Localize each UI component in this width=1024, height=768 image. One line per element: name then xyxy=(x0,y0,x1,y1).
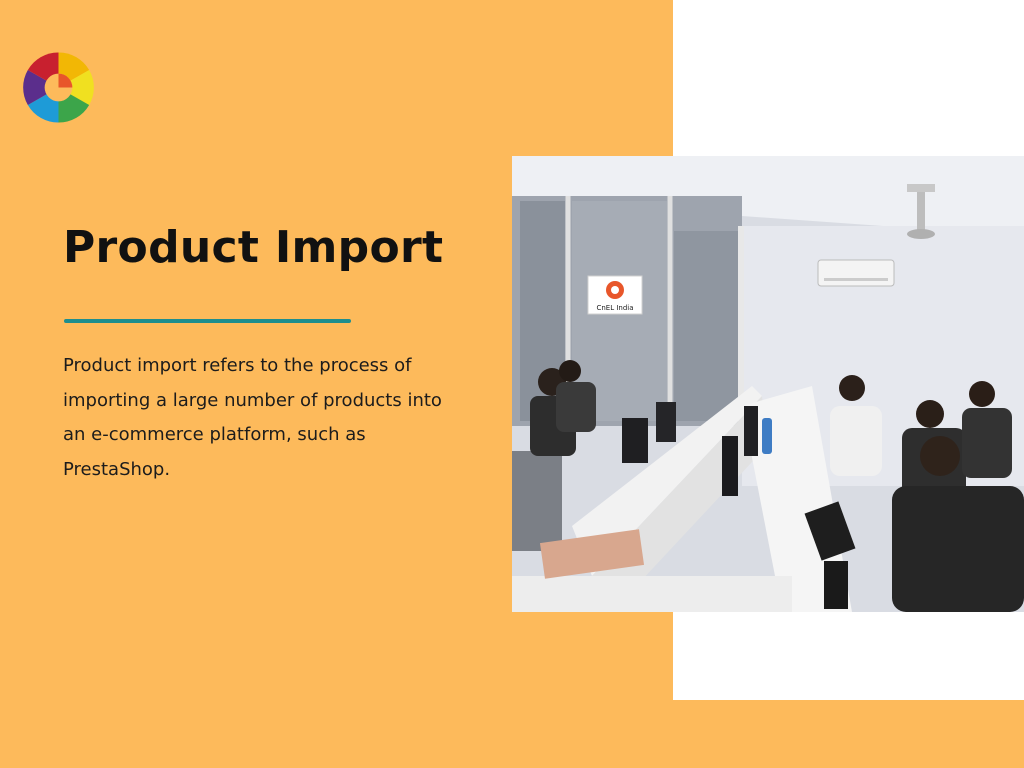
sign-text: CnEL India xyxy=(596,304,633,312)
brand-logo-icon xyxy=(23,52,94,123)
slide-body-text: Product import refers to the process of … xyxy=(63,355,442,480)
ceiling-fan-icon xyxy=(907,184,935,192)
classroom-photo: CnEL India xyxy=(512,156,1024,612)
slide-title: Product Import xyxy=(63,222,444,273)
title-divider xyxy=(64,319,351,323)
